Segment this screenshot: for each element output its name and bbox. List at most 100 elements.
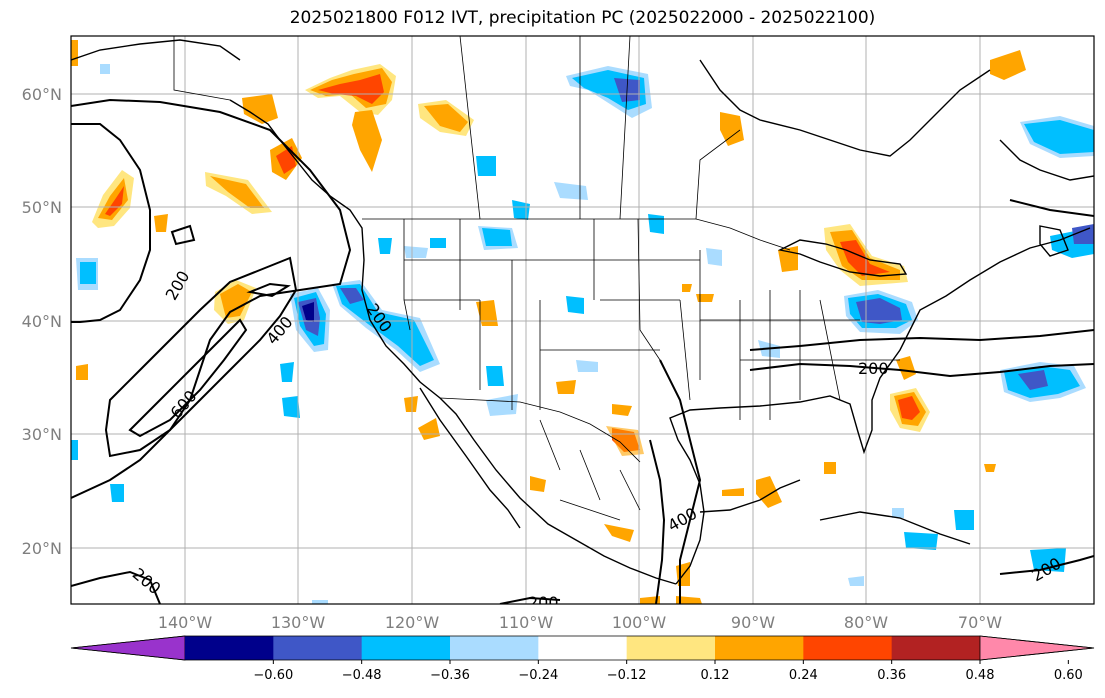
- us-canada-border: [362, 218, 791, 251]
- ivt-contour-200-inner: [71, 123, 151, 323]
- lon-label: 90°W: [731, 613, 775, 632]
- ivt-contour-400-east: [649, 439, 666, 604]
- colorbar-segment: [361, 636, 451, 660]
- colorbar-tick-label: −0.12: [607, 668, 647, 683]
- precip-blob: [566, 296, 584, 314]
- colorbar-outline: [70, 635, 1095, 661]
- lon-label: 110°W: [499, 613, 554, 632]
- colorbar-segment: [185, 636, 274, 660]
- lon-label: 140°W: [158, 613, 213, 632]
- colorbar-tick-label: −0.24: [518, 668, 558, 683]
- map-frame: [70, 35, 1095, 605]
- precip-blob: [100, 64, 110, 74]
- gulf-coastline: [669, 227, 1091, 585]
- precip-blob: [220, 284, 252, 318]
- precip-blob: [282, 396, 300, 418]
- ivt-contour-200-bottom: [499, 596, 561, 604]
- precip-blob: [530, 476, 546, 492]
- precip-blob: [892, 508, 904, 518]
- precip-blob: [720, 112, 744, 146]
- precip-blob: [1024, 120, 1094, 154]
- precip-blob: [486, 366, 504, 386]
- precip-blob: [648, 214, 664, 234]
- precip-blob: [430, 238, 446, 248]
- precip-blob: [76, 364, 88, 380]
- precip-blob: [1018, 370, 1048, 390]
- colorbar-tick-label: 0.24: [789, 668, 818, 683]
- colorbar-segment: [450, 636, 539, 660]
- colorbar-arrow-max: [979, 635, 1095, 661]
- precip-blob: [556, 380, 576, 394]
- precip-blob: [722, 488, 744, 496]
- graticule: [71, 36, 1094, 604]
- canada-province-lines: [459, 36, 741, 220]
- mexico-state-lines: [539, 419, 641, 521]
- precip-blob: [80, 262, 96, 284]
- precip-blob: [682, 284, 692, 292]
- colorbar-tick-label: 0.48: [966, 668, 995, 683]
- colorbar: [70, 635, 1095, 661]
- precip-blob: [105, 186, 124, 216]
- colorbar-tick-label: −0.60: [253, 668, 293, 683]
- precip-blob: [676, 596, 702, 604]
- lon-label: 80°W: [844, 613, 888, 632]
- ivt-contour-small: [246, 282, 291, 298]
- precip-blob: [756, 476, 782, 508]
- precip-blob: [404, 396, 418, 412]
- precip-blob: [71, 440, 78, 460]
- colorbar-segment: [891, 636, 981, 660]
- hudson-coast: [699, 59, 991, 157]
- lat-label: 40°N: [22, 312, 62, 331]
- map-title: 2025021800 F012 IVT, precipitation PC (2…: [289, 8, 876, 28]
- newfoundland: [1039, 225, 1069, 257]
- us-mexico-border: [439, 397, 641, 463]
- colorbar-segment: [715, 636, 804, 660]
- precip-blob: [110, 484, 124, 502]
- colorbar-tick-label: −0.48: [342, 668, 382, 683]
- coastlines: [71, 39, 1094, 585]
- precip-blob: [576, 360, 598, 372]
- precip-blob: [476, 300, 498, 326]
- colorbar-tick-label: 0.60: [1054, 668, 1083, 683]
- ivt-contour-200-atlantic: [749, 362, 1094, 378]
- alaska-coast: [71, 39, 241, 61]
- precip-blob: [904, 532, 938, 550]
- precip-blob: [984, 464, 996, 472]
- pacific-coastline: [229, 99, 677, 585]
- precip-blob: [824, 462, 836, 474]
- precip-blob: [318, 74, 384, 104]
- precip-positive: [71, 40, 1026, 604]
- precip-negative: [71, 64, 1094, 604]
- colorbar-labels: −0.60 −0.48 −0.36 −0.24 −0.12 0.12 0.24 0.36 0.4…: [253, 660, 1083, 683]
- labrador-coast: [999, 139, 1094, 181]
- lon-label: 120°W: [385, 613, 440, 632]
- ivt-contour-200-south: [71, 570, 161, 604]
- colorbar-arrow-min: [70, 635, 186, 661]
- precip-blob: [476, 156, 496, 176]
- ivt-contour-200-east: [659, 359, 702, 604]
- cuba-coastline: [819, 511, 971, 545]
- precip-blob: [604, 524, 634, 542]
- precip-blob: [404, 246, 428, 258]
- lat-label: 50°N: [22, 198, 62, 217]
- precip-blob: [990, 50, 1026, 80]
- yucatan-coastline: [699, 479, 801, 513]
- precip-blob: [424, 104, 468, 132]
- colorbar-tick-label: 0.36: [877, 668, 906, 683]
- contour-label: 200: [528, 593, 559, 612]
- colorbar-segment: [803, 636, 893, 660]
- baja-coastline: [419, 387, 521, 529]
- ivt-contours: [71, 98, 1094, 604]
- lat-label: 60°N: [22, 85, 62, 104]
- precip-blob: [352, 110, 382, 172]
- precip-blob: [242, 94, 278, 124]
- colorbar-segment: [538, 636, 628, 660]
- ivt-contour-small: [170, 224, 196, 246]
- precip-blob: [482, 228, 512, 246]
- precip-blob: [696, 294, 714, 302]
- lat-label: 30°N: [22, 425, 62, 444]
- ivt-contour-200-ne: [749, 329, 1094, 351]
- precip-blob: [280, 362, 294, 382]
- precip-blob: [612, 404, 632, 416]
- ivt-contour-200-se: [999, 555, 1094, 575]
